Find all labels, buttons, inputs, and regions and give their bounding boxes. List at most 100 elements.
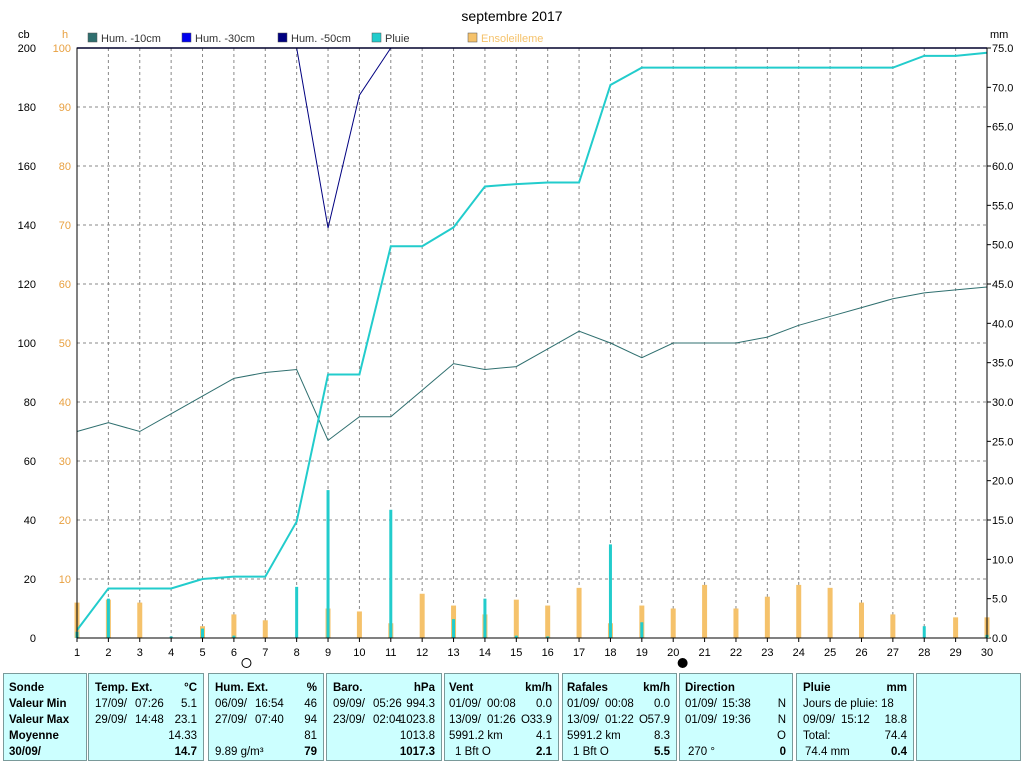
full-moon-icon [241,658,252,668]
pluie-max-value: 18.8 [884,714,907,726]
tick-label-day: 8 [294,647,300,659]
tick-label-day: 18 [604,647,616,659]
rafales-min-time: 00:08 [605,698,634,710]
rafales-bft: 1 Bft O [573,746,609,758]
rafales-mean: 8.3 [654,730,670,742]
panel-vent: Vent km/h 01/09/ 00:08 0.0 13/09/ 01:26 … [444,673,559,761]
tick-label-cb: 80 [24,397,36,409]
direction-degrees: 270 ° [688,746,715,758]
tick-label-day: 9 [325,647,331,659]
sunshine-bar [827,587,833,638]
vent-title: Vent [449,682,474,694]
tick-label-mm: 45.0 [992,279,1013,291]
series-line-pluie-cumul [76,51,988,631]
rain-bar [514,635,518,638]
rain-bar [483,598,487,638]
tick-label-mm: 55.0 [992,200,1013,212]
plot-frame [76,47,988,639]
sunshine-bar [639,605,645,638]
sunshine-bar [796,584,802,638]
sonde-title: Sonde [9,682,45,694]
hum-min-date: 06/09/ [215,698,247,710]
vent-max-date: 13/09/ [449,714,481,726]
rafales-unit: km/h [643,682,670,694]
rain-bar [201,628,205,638]
baro-max-value: 1023.8 [399,714,435,726]
baro-min-value: 994.3 [406,698,435,710]
rafales-max-time: 01:22 [605,714,634,726]
tick-label-h: 40 [59,397,71,409]
temp-min-time: 07:26 [135,698,164,710]
rain-bar [169,636,173,638]
sonde-row-min: Valeur Min [9,698,67,710]
sunshine-bar [953,617,959,638]
baro-today: 1017.3 [399,746,435,758]
rain-bar [232,635,236,638]
sonde-row-date: 30/09/ [9,746,41,758]
hum-mean: 81 [304,730,317,742]
tick-label-day: 20 [667,647,679,659]
tick-label-mm: 10.0 [992,554,1013,566]
moon-markers [241,658,688,668]
tick-label-mm: 60.0 [992,161,1013,173]
sunshine-bar [262,620,268,638]
baro-max-date: 23/09/ [333,714,365,726]
tick-label-day: 6 [231,647,237,659]
sunshine-bar [733,608,739,638]
pluie-title: Pluie [803,682,831,694]
tick-label-day: 3 [137,647,143,659]
tick-label-cb: 160 [18,161,36,173]
tick-label-cb: 100 [18,338,36,350]
tick-label-cb: 0 [30,633,36,645]
vent-bft: 1 Bft O [455,746,491,758]
temp-max-value: 23.1 [174,714,197,726]
direction-row2-time: 19:36 [722,714,751,726]
baro-min-time: 05:26 [373,698,402,710]
legend-label: Hum. -30cm [195,33,255,45]
rain-bar [608,544,612,638]
rain-bar [389,509,393,638]
sunshine-bar [576,587,582,638]
vent-min-time: 00:08 [487,698,516,710]
panel-pluie: Pluie mm Jours de pluie: 18 09/09/ 15:12… [796,673,914,761]
tick-label-h: 80 [59,161,71,173]
sunshine-bar [890,614,896,638]
pluie-unit: mm [886,682,907,694]
tick-label-mm: 35.0 [992,358,1013,370]
tick-label-day: 13 [447,647,459,659]
temp-min-value: 5.1 [181,698,197,710]
direction-title: Direction [685,682,735,694]
hum-unit: % [306,682,317,694]
tick-label-day: 19 [636,647,648,659]
tick-label-cb: 120 [18,279,36,291]
panel-baro: Baro. hPa 09/09/ 05:26 994.3 23/09/ 02:0… [326,673,442,761]
tick-label-h: 100 [53,43,71,55]
tick-label-h: 20 [59,515,71,527]
temp-title: Temp. Ext. [95,682,153,694]
rafales-max-dir: O [639,714,648,726]
sunshine-bar [137,602,143,638]
tick-label-day: 10 [353,647,365,659]
tick-label-day: 14 [479,647,491,659]
pluie-today-total: 74.4 mm [805,746,850,758]
tick-label-day: 30 [981,647,993,659]
sunshine-bar [513,599,519,638]
tick-label-day: 27 [887,647,899,659]
tick-label-day: 29 [949,647,961,659]
tick-label-mm: 0.0 [992,633,1007,645]
pluie-total: 74.4 [884,730,907,742]
vent-max-time: 01:26 [487,714,516,726]
temp-max-time: 14:48 [135,714,164,726]
legend-swatch [87,32,98,43]
tick-label-mm: 20.0 [992,476,1013,488]
rafales-min-date: 01/09/ [567,698,599,710]
panel-sonde: Sonde Valeur Min Valeur Max Moyenne 30/0… [3,673,87,761]
pluie-total-label: Total: [803,730,831,742]
tick-label-day: 24 [793,647,805,659]
rain-bar [546,636,550,638]
hum-max-value: 94 [304,714,317,726]
sunshine-bar [670,608,676,638]
sunshine-bar [702,584,708,638]
rafales-min-value: 0.0 [654,698,670,710]
tick-label-cb: 180 [18,102,36,114]
